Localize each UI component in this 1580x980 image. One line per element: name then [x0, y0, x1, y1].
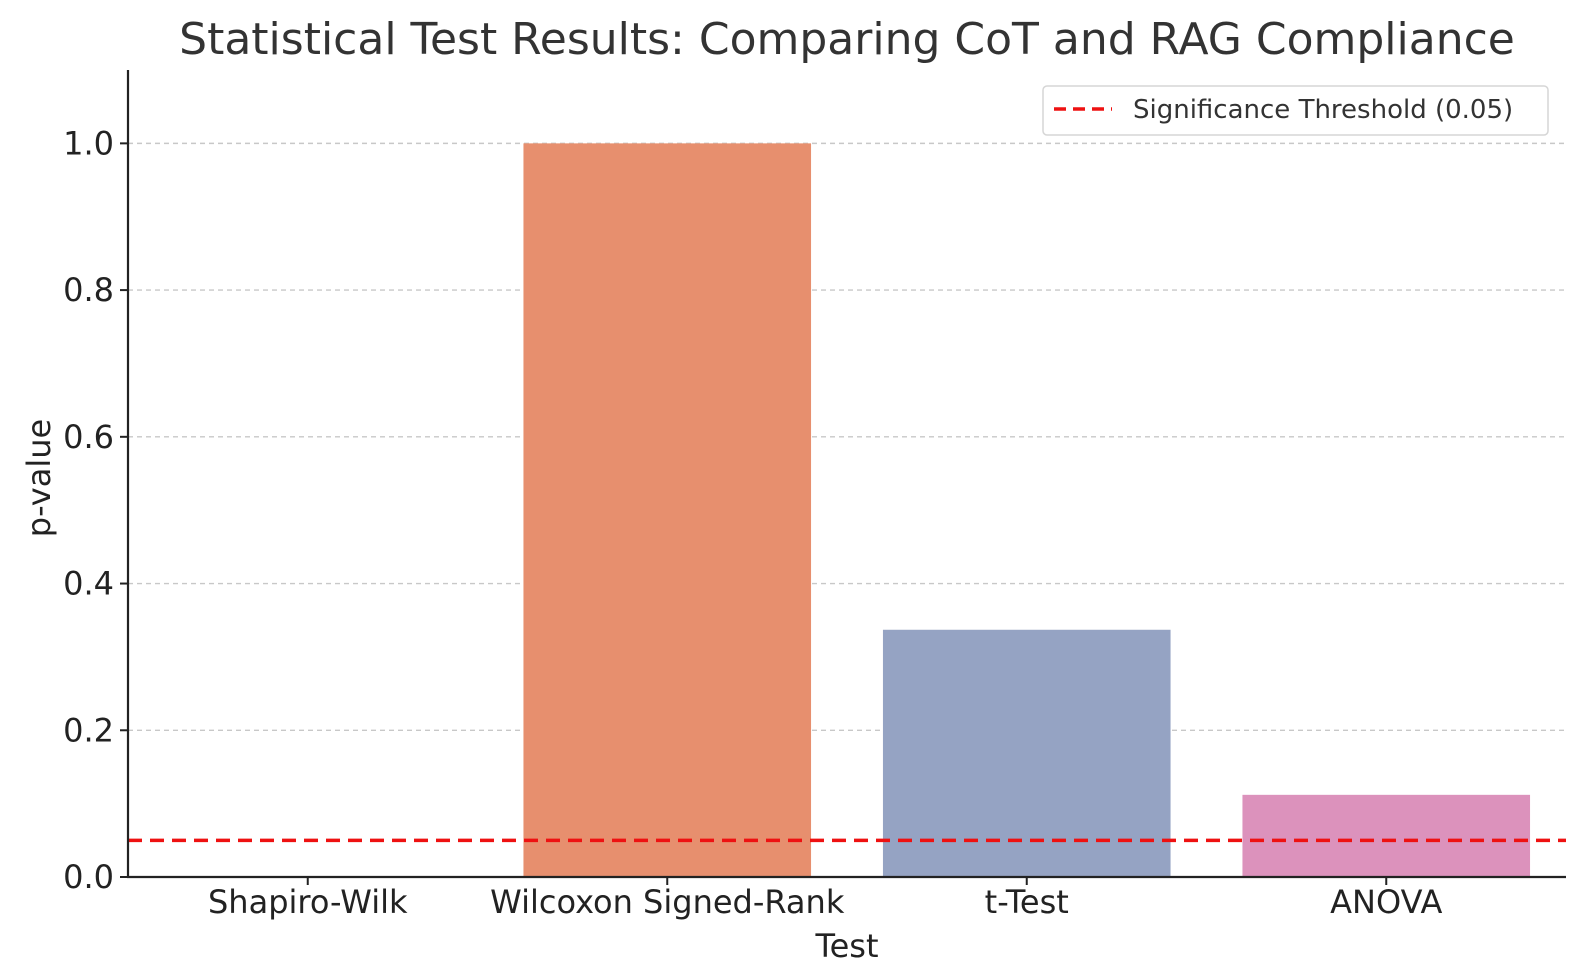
chart-title: Statistical Test Results: Comparing CoT … [179, 14, 1515, 65]
y-tick-label: 0.4 [63, 565, 114, 603]
x-tick-label: t-Test [985, 883, 1069, 921]
y-tick-label: 0.6 [63, 418, 114, 456]
legend-label: Significance Threshold (0.05) [1133, 95, 1513, 125]
bar [882, 629, 1171, 877]
x-tick-label: Wilcoxon Signed-Rank [490, 883, 845, 921]
bar [523, 143, 812, 877]
y-tick-label: 0.8 [63, 271, 114, 309]
bar-group [523, 143, 1531, 877]
y-tick-label: 1.0 [63, 124, 114, 162]
y-grid-lines [128, 142, 1566, 731]
legend-box [1042, 85, 1549, 136]
y-tick-group: 0.0 0.2 0.4 0.6 0.8 1.0 [63, 124, 128, 896]
x-tick-label: Shapiro-Wilk [208, 883, 408, 921]
legend: Significance Threshold (0.05) [1042, 85, 1549, 136]
y-axis-label: p-value [20, 419, 58, 537]
bar [1242, 794, 1531, 877]
x-axis-label: Test [814, 927, 878, 965]
y-tick-label: 0.2 [63, 711, 114, 749]
x-tick-group: Shapiro-Wilk Wilcoxon Signed-Rank t-Test AN… [208, 877, 1442, 921]
y-tick-label: 0.0 [63, 858, 114, 896]
x-tick-label: ANOVA [1330, 883, 1442, 921]
